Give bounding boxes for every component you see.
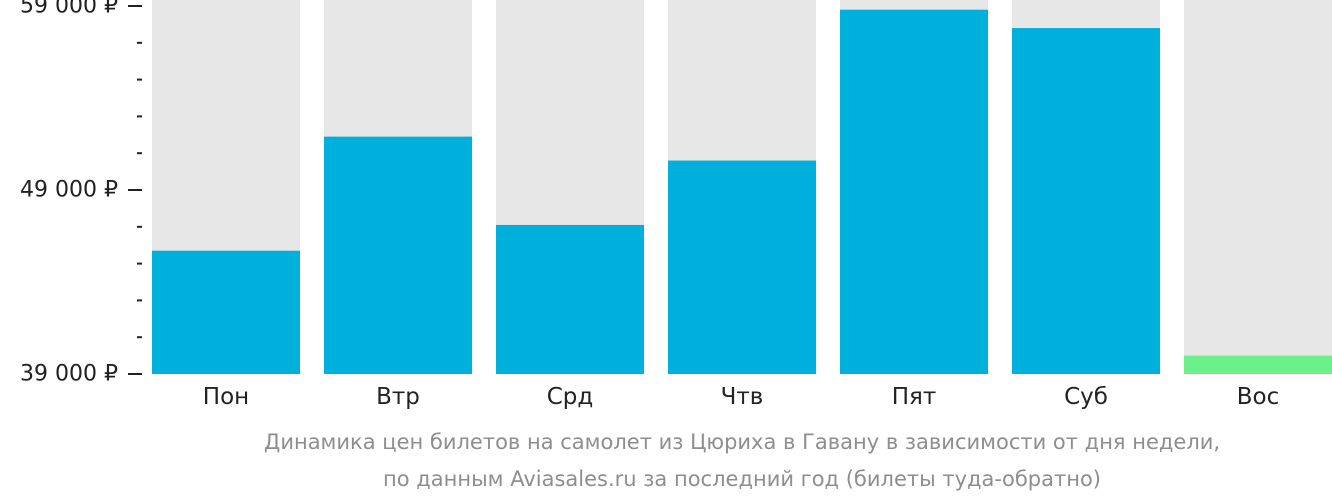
x-tick-label: Пят	[892, 384, 937, 410]
x-tick-label: Втр	[376, 384, 420, 410]
x-tick-label: Вос	[1237, 384, 1280, 410]
x-tick-label: Суб	[1064, 384, 1108, 410]
x-tick-label: Чтв	[721, 384, 764, 410]
y-tick-label: 49 000 ₽	[20, 178, 118, 203]
bar-6	[1012, 28, 1160, 375]
bar-2	[324, 136, 472, 374]
bar-3	[496, 224, 644, 374]
price-by-weekday-chart: 39 000 ₽ 49 000 ₽ 59 000 ₽ Пон Втр Срд Чтв Пят…	[20, 0, 1332, 410]
y-tick-label: 59 000 ₽	[20, 0, 118, 19]
chart-caption-line-1: Динамика цен билетов на самолет из Цюрих…	[263, 430, 1221, 454]
bar-1	[152, 250, 300, 374]
chart-caption-line-2: по данным Aviasales.ru за последний год …	[383, 467, 1101, 491]
x-axis-labels: Пон Втр Срд Чтв Пят Суб Вос	[203, 384, 1279, 410]
y-tick-label: 39 000 ₽	[20, 362, 118, 387]
bar-5	[840, 9, 988, 375]
y-axis: 39 000 ₽ 49 000 ₽ 59 000 ₽	[20, 0, 142, 387]
bar-4	[668, 160, 816, 374]
bar-7	[1184, 355, 1332, 374]
bars	[152, 9, 1332, 375]
x-tick-label: Срд	[547, 384, 594, 410]
bar-track	[1184, 0, 1332, 374]
x-tick-label: Пон	[203, 384, 249, 410]
